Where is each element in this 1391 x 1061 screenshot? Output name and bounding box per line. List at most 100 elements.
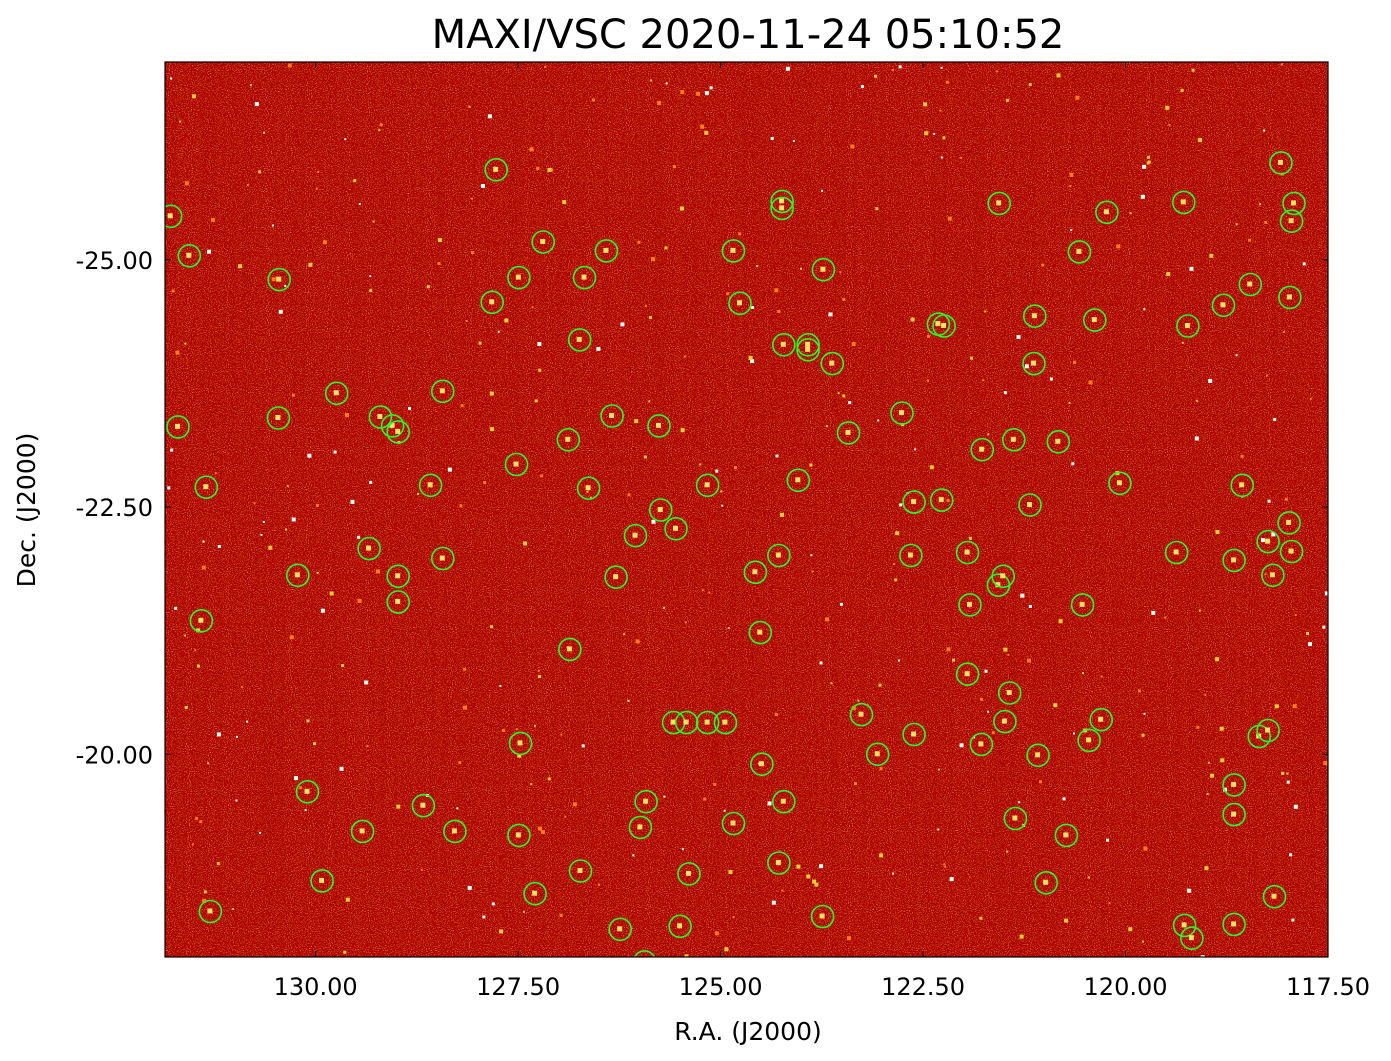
source-marker-circle — [568, 859, 593, 883]
hot-pixel — [544, 65, 547, 68]
source-marker-circle — [576, 476, 601, 501]
hot-pixel — [523, 541, 528, 546]
source-marker-circle — [664, 516, 688, 541]
hot-pixel — [345, 413, 349, 418]
source-core — [319, 877, 325, 883]
hot-pixel — [952, 658, 955, 662]
source-marker-circle — [623, 523, 648, 548]
hot-pixel — [168, 886, 171, 889]
hot-pixel — [597, 883, 600, 886]
source-marker-circle — [865, 742, 890, 767]
hot-pixel — [683, 355, 686, 358]
source-marker-circle — [997, 681, 1022, 705]
source-marker-circle — [386, 590, 411, 614]
source-marker-circle — [748, 620, 773, 645]
source-marker-circle — [523, 881, 547, 906]
hot-pixel — [350, 499, 355, 504]
hot-pixel — [700, 124, 705, 129]
hot-pixel — [723, 809, 726, 812]
hot-pixel — [1049, 377, 1053, 381]
source-core — [656, 422, 661, 428]
source-marker-circle — [1262, 884, 1287, 909]
hot-pixel — [1286, 780, 1290, 784]
hot-pixel — [732, 916, 735, 918]
hot-pixel — [291, 517, 296, 522]
hot-pixel — [426, 285, 430, 289]
hot-pixel — [1264, 573, 1267, 576]
hot-pixel — [664, 246, 668, 250]
source-core — [845, 429, 851, 435]
source-core — [1031, 360, 1036, 366]
hot-pixel — [179, 120, 182, 123]
hot-pixel — [537, 342, 542, 346]
source-core — [874, 751, 880, 757]
hot-pixel — [291, 393, 295, 397]
hot-pixel — [522, 910, 525, 913]
hot-pixel — [933, 132, 936, 135]
hot-pixel — [839, 602, 843, 606]
source-core — [1012, 815, 1018, 821]
hot-pixel — [529, 147, 534, 152]
hot-pixel — [960, 156, 963, 159]
hot-pixel — [724, 947, 729, 952]
hot-pixel — [812, 879, 817, 884]
hot-pixel — [727, 627, 730, 629]
hot-pixel — [627, 699, 630, 702]
source-marker-circle — [177, 244, 202, 268]
source-core — [935, 321, 941, 327]
source-core — [964, 671, 970, 677]
hot-pixel — [1143, 712, 1146, 715]
source-marker-circle — [1238, 272, 1263, 297]
hot-pixel — [499, 929, 504, 934]
source-core — [805, 341, 811, 347]
source-marker-circle — [991, 564, 1016, 589]
source-marker-circle — [728, 291, 752, 316]
source-marker-circle — [1279, 209, 1304, 233]
source-core — [737, 300, 742, 306]
hot-pixel — [345, 897, 350, 902]
hot-pixel — [1137, 689, 1141, 693]
source-core — [979, 446, 985, 452]
hot-pixel — [459, 504, 463, 508]
hot-pixel — [299, 786, 302, 790]
source-marker-circle — [1277, 511, 1301, 535]
hot-pixel — [980, 697, 983, 701]
hot-pixel — [1006, 98, 1010, 102]
source-marker-circle — [668, 914, 692, 939]
source-core — [1188, 935, 1194, 941]
hot-pixel — [490, 427, 495, 432]
source-marker-circle — [295, 779, 320, 804]
hot-pixel — [471, 197, 473, 200]
hot-pixel — [1266, 374, 1268, 377]
source-core — [198, 617, 204, 623]
source-marker-circle — [767, 543, 791, 568]
hot-pixel — [726, 292, 730, 296]
source-core — [1001, 718, 1007, 724]
source-core — [1043, 879, 1049, 885]
hot-pixel — [1208, 379, 1213, 383]
hot-pixel — [499, 685, 502, 687]
y-tick-label: -22.50 — [76, 494, 153, 522]
hot-pixel — [1240, 454, 1244, 458]
source-core — [609, 413, 615, 418]
hot-pixel — [839, 271, 842, 274]
hot-pixel — [650, 257, 655, 262]
hot-pixel — [751, 306, 755, 309]
hot-pixel — [420, 868, 423, 871]
hot-pixel — [329, 591, 334, 596]
source-marker-circle — [1222, 802, 1246, 827]
source-core — [677, 923, 683, 929]
source-marker-circle — [567, 328, 592, 352]
hot-pixel — [947, 216, 952, 221]
hot-pixel — [1142, 940, 1144, 943]
hot-pixel — [1248, 238, 1252, 242]
hot-pixel — [1263, 129, 1266, 132]
hot-pixel — [538, 826, 542, 831]
source-core — [967, 601, 972, 607]
source-marker-circle — [987, 191, 1012, 216]
source-marker-circle — [1172, 190, 1196, 215]
source-core — [779, 198, 785, 204]
hot-pixel — [491, 902, 495, 906]
source-marker-circle — [1269, 151, 1293, 175]
source-marker-circle — [786, 468, 811, 493]
